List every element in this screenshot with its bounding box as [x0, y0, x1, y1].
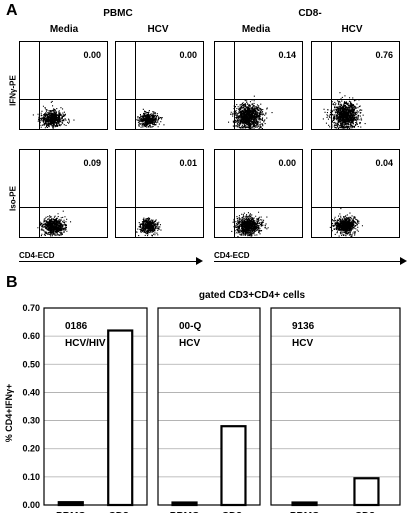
subject-condition: HCV [292, 338, 313, 349]
y-tick-label: 0.60 [22, 331, 40, 341]
chart-title: gated CD3+CD4+ cells [199, 290, 306, 301]
bar-cd8 [220, 425, 247, 507]
quadrant-value: 0.14 [278, 50, 296, 60]
bar-pbmc [171, 501, 198, 507]
x-label-cd4-right: CD4-ECD [214, 251, 250, 260]
event-dots [136, 217, 162, 237]
group-title-pbmc: PBMC [103, 8, 133, 19]
flow-plot-pbmc-media-iso: 0.09 [19, 149, 108, 238]
group-title-cd8: CD8- [298, 8, 322, 19]
flow-plot-cd8-hcv-iso: 0.04 [311, 149, 400, 238]
col-title-media-1: Media [49, 24, 79, 35]
subplot-frame [270, 307, 401, 506]
x-tick-label: CD8- [222, 511, 245, 513]
event-dots [231, 211, 269, 237]
col-title-media-2: Media [241, 24, 271, 35]
subplot-9136: 9136 HCV PBMC CD8- [270, 307, 401, 513]
event-dots [322, 92, 366, 129]
subplot-00-Q: 00-Q HCV PBMC CD8- [157, 307, 261, 513]
x-tick-label: PBMC [170, 511, 199, 513]
bar-cd8 [107, 329, 134, 507]
quadrant-value: 0.01 [179, 158, 197, 168]
row-label-ifng: IFNγ-PE [8, 75, 18, 106]
flow-plot-pbmc-hcv-ifng: 0.00 [115, 41, 204, 130]
col-title-hcv-2: HCV [341, 24, 363, 35]
x-tick-label: CD8- [109, 511, 132, 513]
flow-plot-pbmc-media-ifng: 0.00 [19, 41, 108, 130]
panel-a-letter: A [6, 2, 18, 19]
subject-condition: HCV [179, 338, 200, 349]
subplot-0186: 0186 HCV/HIV PBMC CD8- [43, 307, 148, 513]
event-dots [329, 208, 363, 237]
event-dots [32, 100, 75, 129]
y-tick-label: 0.70 [22, 303, 40, 313]
flow-plot-cd8-media-ifng: 0.14 [214, 41, 303, 130]
col-title-hcv-1: HCV [147, 24, 169, 35]
y-axis-label: % CD4+IFNγ+ [4, 384, 14, 443]
y-tick-label: 0.10 [22, 472, 40, 482]
event-dots [37, 210, 72, 237]
y-tick-label: 0.20 [22, 444, 40, 454]
arrow-head-icon [400, 257, 407, 265]
x-tick-label: CD8- [355, 511, 378, 513]
x-tick-label: PBMC [56, 511, 85, 513]
y-tick-label: 0.50 [22, 359, 40, 369]
flow-plot-cd8-hcv-ifng: 0.76 [311, 41, 400, 130]
subject-condition: HCV/HIV [65, 338, 106, 349]
quadrant-value: 0.76 [375, 50, 393, 60]
x-axis-arrow-right [214, 261, 401, 262]
bar-cd8 [353, 477, 380, 507]
subject-id: 00-Q [179, 321, 201, 332]
subplot-frame [43, 307, 148, 506]
panel-b-letter: B [6, 274, 18, 291]
quadrant-value: 0.00 [179, 50, 197, 60]
x-axis-arrow-left [19, 261, 197, 262]
subject-id: 9136 [292, 321, 315, 332]
quadrant-value: 0.00 [278, 158, 296, 168]
row-label-iso: Iso-PE [8, 186, 18, 211]
bar-pbmc [57, 501, 84, 507]
flow-plot-pbmc-hcv-iso: 0.01 [115, 149, 204, 238]
subplot-frame [157, 307, 261, 506]
bar-chart: gated CD3+CD4+ cells % CD4+IFNγ+ 0.00 0.1… [4, 290, 401, 513]
y-tick-label: 0.40 [22, 387, 40, 397]
event-dots [228, 95, 273, 129]
event-dots [135, 108, 165, 128]
y-tick-label: 0.00 [22, 500, 40, 510]
y-tick-label: 0.30 [22, 416, 40, 426]
bar-pbmc [291, 501, 318, 507]
subject-id: 0186 [65, 321, 88, 332]
quadrant-value: 0.09 [83, 158, 101, 168]
quadrant-value: 0.00 [83, 50, 101, 60]
x-tick-label: PBMC [290, 511, 319, 513]
quadrant-value: 0.04 [375, 158, 393, 168]
x-label-cd4-left: CD4-ECD [19, 251, 55, 260]
arrow-head-icon [196, 257, 203, 265]
flow-plot-cd8-media-iso: 0.00 [214, 149, 303, 238]
